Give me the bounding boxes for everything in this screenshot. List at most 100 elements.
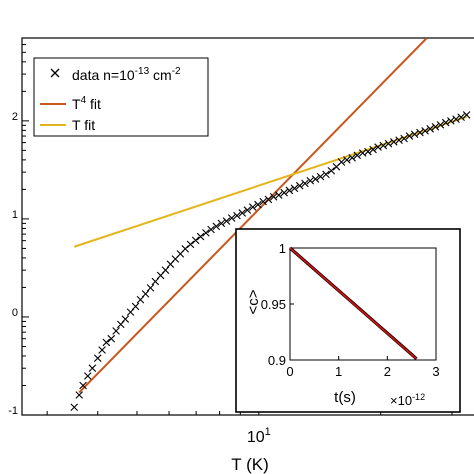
data-point (274, 191, 283, 199)
data-point (410, 130, 419, 139)
data-point (285, 186, 294, 195)
inset-lines (288, 246, 418, 361)
inset-x-tick-label: 1 (335, 364, 342, 379)
data-point (316, 172, 325, 181)
data-point (280, 188, 288, 197)
data-point (301, 179, 309, 188)
x-tick-label: 101 (247, 426, 271, 446)
data-point (131, 302, 140, 311)
data-point (447, 117, 455, 125)
data-point (290, 184, 299, 193)
data-point (107, 334, 116, 343)
data-point (343, 156, 351, 164)
t4-fit-line (78, 38, 428, 394)
inset-y-tick-label: 0.95 (261, 297, 286, 312)
inset-fit-line (289, 247, 418, 360)
data-point (102, 338, 111, 347)
data-point (295, 181, 304, 190)
data-point (452, 115, 460, 123)
data-point (457, 113, 465, 121)
y-axis-ticks: -1 0 1 2 (8, 37, 29, 417)
y-tick-label: 1 (12, 209, 18, 221)
data-point (186, 240, 195, 249)
data-point (88, 364, 97, 373)
data-point (227, 214, 236, 222)
inset-x-exponent: ×10-12 (390, 392, 425, 408)
data-point (462, 111, 471, 119)
data-point (233, 211, 241, 220)
inset-chart: 0.9 0.95 1 0 1 2 3 t(s) <c> ×10-12 (235, 228, 461, 413)
data-point (390, 138, 398, 146)
data-point (431, 123, 440, 131)
data-point (405, 132, 414, 140)
data-point (141, 290, 150, 298)
data-point (395, 136, 403, 144)
inset-x-tick-label: 3 (432, 364, 439, 379)
data-point (207, 225, 215, 234)
data-point (311, 175, 320, 183)
y-tick-label: 0 (12, 307, 18, 319)
data-point (121, 315, 130, 323)
data-point (259, 197, 267, 206)
legend-label-data: data n=10-13 cm-2 (72, 66, 181, 83)
data-point (379, 141, 388, 150)
data-point (161, 266, 170, 274)
legend-item-data: data n=10-13 cm-2 (50, 66, 181, 83)
inset-x-tick-label: 0 (286, 364, 293, 379)
data-point (151, 277, 160, 286)
data-point (441, 118, 450, 127)
data-point (196, 232, 205, 241)
data-point (75, 391, 84, 399)
data-point (369, 145, 377, 154)
inset-y-ticks: 0.9 0.95 1 (261, 241, 294, 368)
data-point (426, 125, 434, 133)
data-point (222, 217, 231, 225)
data-point (384, 139, 393, 148)
data-point (217, 219, 226, 228)
data-point (400, 134, 408, 143)
data-point (146, 284, 155, 292)
data-point (353, 151, 362, 160)
data-point (202, 229, 210, 237)
data-point (93, 354, 102, 362)
inset-x-tick-label: 2 (384, 364, 391, 379)
data-point (348, 154, 356, 162)
inset-y-label: <c> (245, 289, 262, 314)
inset-plot-frame (289, 247, 437, 361)
legend: data n=10-13 cm-2 T4 fit T fit (33, 57, 209, 137)
data-point (306, 176, 315, 185)
legend-marker-x (50, 68, 60, 78)
inset-y-tick-label: 0.9 (268, 353, 286, 368)
legend-item-t4-fit: T4 fit (40, 95, 101, 112)
data-point (416, 128, 424, 137)
inset-x-label: t(s) (334, 389, 356, 406)
data-point (322, 170, 330, 179)
legend-box (33, 57, 209, 137)
data-point (248, 203, 257, 211)
data-point (238, 209, 247, 217)
legend-item-t-fit: T fit (40, 117, 95, 133)
y-tick-label: 2 (12, 111, 18, 123)
y-tick-label: -1 (8, 405, 18, 417)
data-markers (70, 111, 471, 412)
data-point (70, 403, 79, 412)
data-point (374, 143, 382, 151)
data-point (264, 195, 273, 204)
inset-x-ticks: 0 1 2 3 (286, 356, 440, 379)
data-point (79, 381, 87, 390)
data-point (98, 346, 106, 354)
data-point (191, 236, 200, 245)
x-axis-label: T (K) (231, 455, 268, 474)
data-point (254, 200, 262, 209)
data-point (337, 158, 346, 166)
data-point (181, 245, 190, 253)
data-point (112, 327, 120, 335)
data-point (327, 166, 336, 175)
data-point (212, 222, 221, 231)
inset-y-tick-label: 1 (279, 241, 286, 256)
data-point (436, 121, 445, 129)
data-point (269, 193, 278, 201)
legend-label-t: T fit (72, 117, 95, 133)
data-point (421, 127, 429, 135)
